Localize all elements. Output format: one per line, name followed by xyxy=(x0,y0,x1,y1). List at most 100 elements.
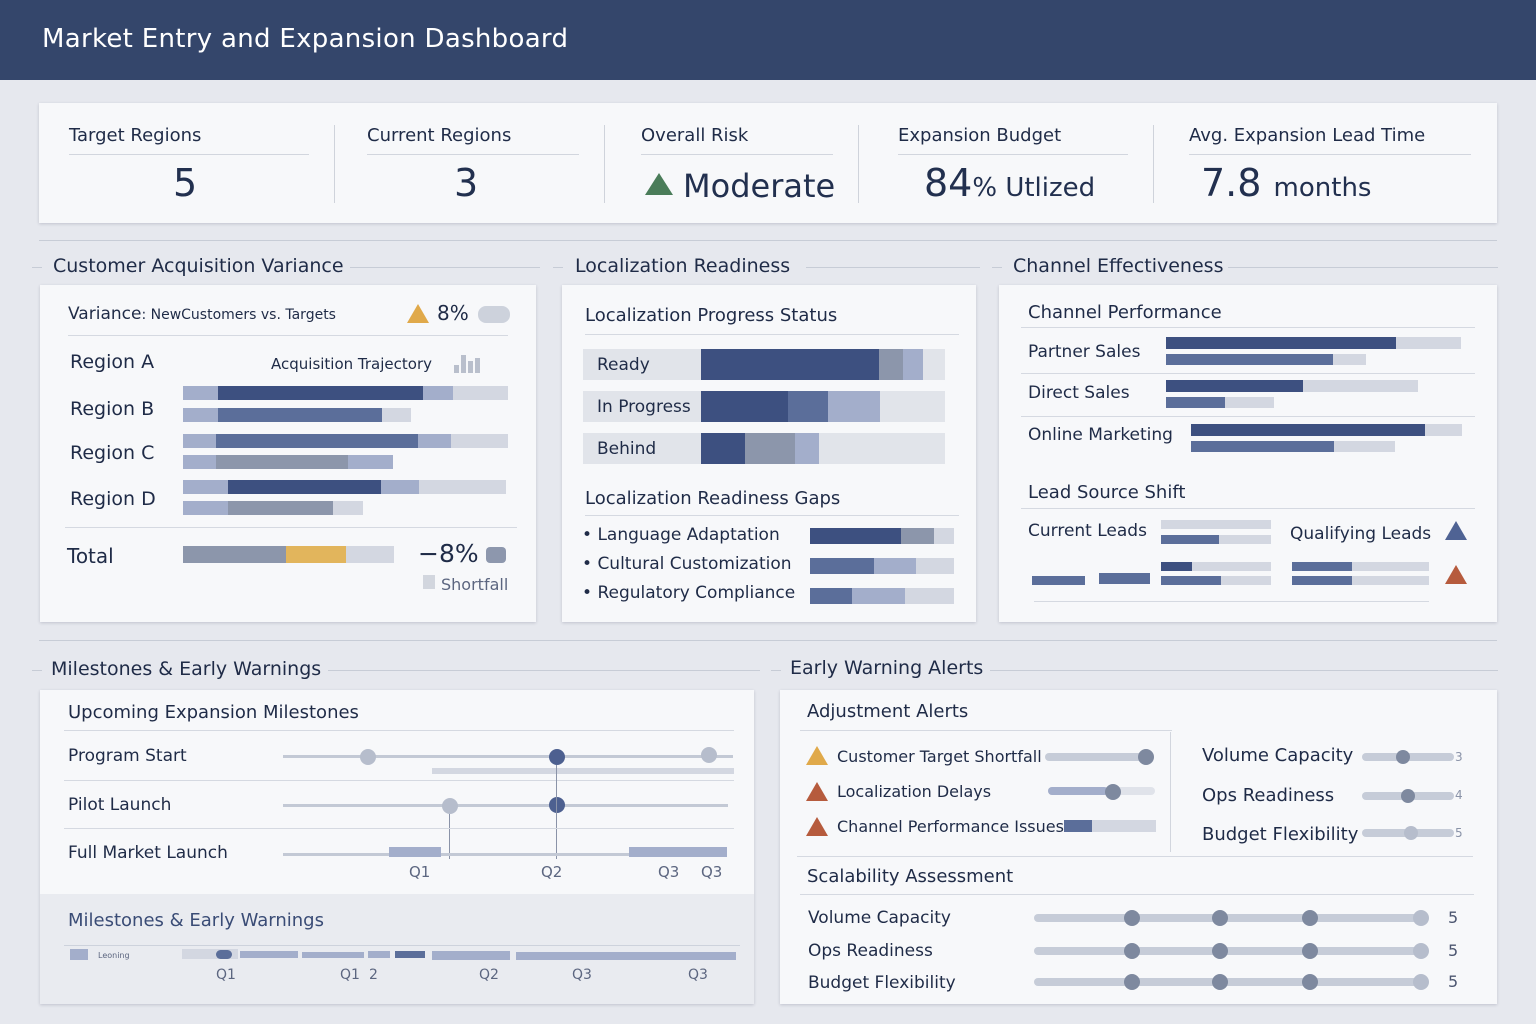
milestones-title: Upcoming Expansion Milestones xyxy=(68,702,359,723)
slider-knob[interactable] xyxy=(1302,910,1318,926)
scalability-slider[interactable] xyxy=(1034,947,1426,955)
slider-knob[interactable] xyxy=(1105,784,1121,800)
slider-knob[interactable] xyxy=(1138,749,1154,765)
section-title-alerts: Early Warning Alerts xyxy=(790,657,984,679)
alert-label[interactable]: Channel Performance Issues xyxy=(837,817,1064,836)
kpi-lead-time[interactable]: Avg. Expansion Lead Time 7.8 months xyxy=(1159,103,1489,223)
status-row-ready[interactable]: Ready xyxy=(583,349,945,380)
milestones-subpanel-title: Milestones & Early Warnings xyxy=(68,910,324,931)
channel-performance-title: Channel Performance xyxy=(1028,302,1222,323)
alerts-panel: Adjustment Alerts Customer Target Shortf… xyxy=(780,690,1497,1004)
shortfall-label: Shortfall xyxy=(441,575,509,594)
quarter-label: Q2 xyxy=(479,967,499,983)
scalability-value: 5 xyxy=(1448,908,1459,927)
kpi-value-wrap: 7.8 months xyxy=(1201,161,1371,205)
alert-label[interactable]: Customer Target Shortfall xyxy=(837,747,1042,766)
kpi-expansion-budget[interactable]: Expansion Budget 84% Utlized xyxy=(864,103,1154,223)
warning-triangle-icon xyxy=(1445,521,1467,540)
milestone-label: Program Start xyxy=(68,746,187,766)
slider-knob[interactable] xyxy=(1212,910,1228,926)
kpi-current-regions[interactable]: Current Regions 3 xyxy=(339,103,599,223)
region-b-actual-bar xyxy=(218,408,382,422)
milestone-marker[interactable] xyxy=(701,747,717,763)
localization-gaps-title: Localization Readiness Gaps xyxy=(585,488,841,509)
scalability-value: 5 xyxy=(1448,941,1459,960)
channel-label: Online Marketing xyxy=(1028,425,1173,445)
milestones-subpanel: Milestones & Early Warnings Leoning Q1 Q… xyxy=(40,894,754,1004)
section-title-milestones: Milestones & Early Warnings xyxy=(51,658,322,680)
acquisition-panel: Variance: NewCustomers vs. Targets 8% Ac… xyxy=(40,285,536,622)
milestone-marker[interactable] xyxy=(442,798,458,814)
alert-label[interactable]: Localization Delays xyxy=(837,782,992,801)
scalability-slider[interactable] xyxy=(1034,914,1426,922)
channel-target-bar xyxy=(1166,354,1333,365)
capacity-label: Ops Readiness xyxy=(1202,785,1335,806)
gap-bar xyxy=(810,558,874,574)
variance-value: 8% xyxy=(437,301,469,325)
gap-item: • Regulatory Compliance xyxy=(582,583,796,603)
current-leads-label: Current Leads xyxy=(1028,521,1147,541)
slider-knob[interactable] xyxy=(1413,943,1429,959)
risk-value: Moderate xyxy=(683,167,836,205)
quarter-label: Q1 xyxy=(216,967,236,983)
page-title: Market Entry and Expansion Dashboard xyxy=(42,24,569,54)
channel-target-bar xyxy=(1166,397,1225,408)
gap-item: • Language Adaptation xyxy=(582,525,780,545)
kpi-label: Expansion Budget xyxy=(898,125,1062,146)
scalability-slider[interactable] xyxy=(1034,978,1426,986)
warning-triangle-icon xyxy=(806,782,828,801)
gap-bar xyxy=(810,588,852,604)
kpi-target-regions[interactable]: Target Regions 5 xyxy=(39,103,329,223)
trend-chart-icon xyxy=(450,351,482,373)
status-row-behind[interactable]: Behind xyxy=(583,433,945,464)
alert-slider[interactable] xyxy=(1045,753,1152,761)
warning-triangle-icon xyxy=(806,817,828,836)
slider-knob[interactable] xyxy=(1396,750,1410,764)
variance-title: Variance xyxy=(68,304,142,324)
milestones-panel: Upcoming Expansion Milestones Program St… xyxy=(40,690,754,1004)
slider-knob[interactable] xyxy=(1404,826,1418,840)
status-row-in-progress[interactable]: In Progress xyxy=(583,391,945,422)
header-bar: Market Entry and Expansion Dashboard xyxy=(0,0,1536,80)
slider-knob[interactable] xyxy=(1401,789,1415,803)
capacity-label: Budget Flexibility xyxy=(1202,824,1359,845)
slider-knob[interactable] xyxy=(1302,943,1318,959)
milestone-marker[interactable] xyxy=(549,749,565,765)
slider-knob[interactable] xyxy=(1124,974,1140,990)
qualifying-leads-label: Qualifying Leads xyxy=(1290,524,1432,544)
acquisition-trajectory-label: Acquisition Trajectory xyxy=(271,355,432,373)
channel-bar xyxy=(1191,424,1425,436)
milestone-label: Pilot Launch xyxy=(68,795,172,815)
kpi-overall-risk[interactable]: Overall Risk Moderate xyxy=(609,103,859,223)
toggle-icon[interactable] xyxy=(478,306,510,323)
slider-knob[interactable] xyxy=(1413,974,1429,990)
scalability-label: Ops Readiness xyxy=(808,941,933,961)
region-d-actual-bar xyxy=(228,480,381,494)
quarter-label: Q1 xyxy=(409,863,431,881)
total-shortfall-bar xyxy=(286,546,346,563)
milestone-marker[interactable] xyxy=(549,797,565,813)
section-title-channel: Channel Effectiveness xyxy=(1013,255,1224,277)
capacity-label: Volume Capacity xyxy=(1202,745,1354,766)
kpi-value-wrap: 84% Utlized xyxy=(924,161,1095,205)
slider-knob[interactable] xyxy=(1124,943,1140,959)
slider-knob[interactable] xyxy=(1124,910,1140,926)
info-icon[interactable] xyxy=(486,547,506,563)
slider-knob[interactable] xyxy=(1212,974,1228,990)
status-label: Behind xyxy=(597,439,657,459)
channel-bar xyxy=(1166,380,1303,392)
channel-label: Partner Sales xyxy=(1028,342,1141,362)
kpi-value: 3 xyxy=(454,161,479,205)
slider-knob[interactable] xyxy=(1413,910,1429,926)
channel-panel: Channel Performance Partner Sales Direct… xyxy=(999,285,1497,622)
section-title-localization: Localization Readiness xyxy=(575,255,791,277)
alert-bar xyxy=(1064,820,1092,832)
slider-knob[interactable] xyxy=(1302,974,1318,990)
legend-label: Leoning xyxy=(98,951,130,960)
region-label: Region D xyxy=(70,488,156,510)
budget-unit: % Utlized xyxy=(972,173,1096,203)
gap-label: Cultural Customization xyxy=(597,554,792,574)
slider-knob[interactable] xyxy=(1212,943,1228,959)
milestone-marker[interactable] xyxy=(360,749,376,765)
region-d-actual-bar-2 xyxy=(228,501,333,515)
